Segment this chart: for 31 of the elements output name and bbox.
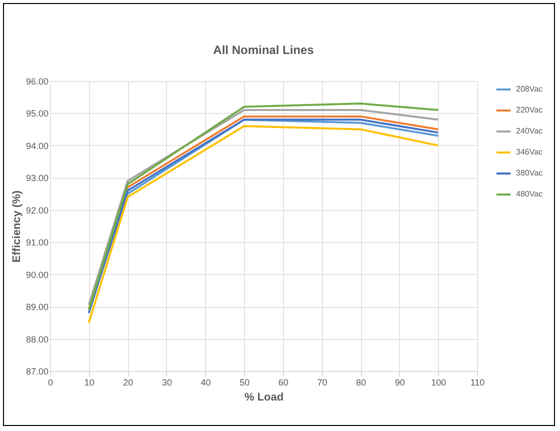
x-tick-label: 60 xyxy=(278,378,288,388)
x-tick-label: 100 xyxy=(431,378,446,388)
x-tick-label: 80 xyxy=(356,378,366,388)
x-tick-label: 50 xyxy=(240,378,250,388)
y-tick-label: 95.00 xyxy=(26,108,48,119)
y-tick-label: 91.00 xyxy=(26,238,48,248)
legend-label: 480Vac xyxy=(516,190,543,198)
chart-title: All Nominal Lines xyxy=(213,43,314,57)
x-tick-label: 110 xyxy=(470,378,485,388)
legend-label: 380Vac xyxy=(516,168,543,178)
x-tick-label: 30 xyxy=(162,378,172,388)
y-tick-label: 93.00 xyxy=(26,173,48,184)
y-tick-label: 89.00 xyxy=(26,302,48,312)
x-tick-label: 90 xyxy=(394,378,405,388)
x-tick-label: 0 xyxy=(48,378,54,388)
x-tick-label: 70 xyxy=(317,378,328,388)
y-tick-label: 90.00 xyxy=(26,270,48,280)
legend-label: 208Vac xyxy=(516,84,543,94)
y-tick-label: 88.00 xyxy=(26,334,48,344)
x-axis-title: % Load xyxy=(244,392,284,404)
legend-label: 240Vac xyxy=(516,126,543,136)
legend-label: 346Vac xyxy=(516,148,543,156)
y-tick-label: 92.00 xyxy=(26,205,48,216)
y-axis-title: Efficiency (%) xyxy=(10,190,23,263)
y-tick-label: 87.00 xyxy=(26,366,48,376)
x-tick-label: 40 xyxy=(200,378,211,388)
legend-label: 220Vac xyxy=(516,106,543,114)
x-tick-label: 20 xyxy=(123,378,134,388)
x-tick-label: 10 xyxy=(84,378,94,388)
y-tick-label: 94.00 xyxy=(26,140,48,151)
y-tick-label: 96.00 xyxy=(26,76,48,86)
